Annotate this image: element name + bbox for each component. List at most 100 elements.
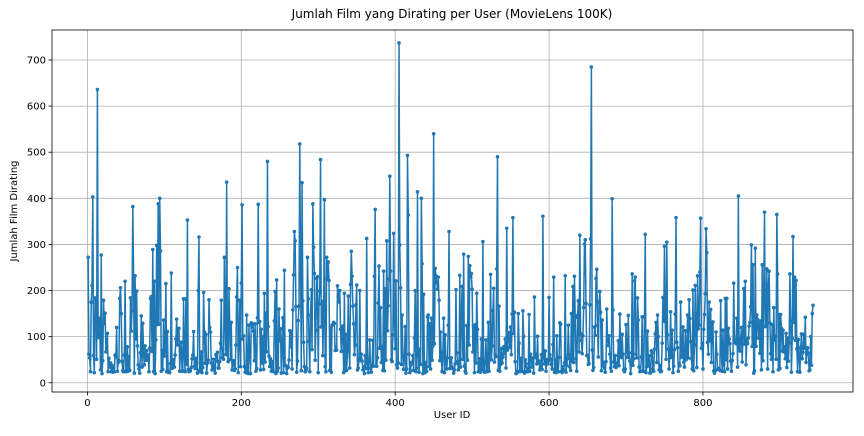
data-point xyxy=(231,358,236,363)
data-point xyxy=(639,355,644,359)
data-point xyxy=(122,353,127,357)
data-point xyxy=(346,294,351,298)
data-point xyxy=(235,265,240,270)
data-point xyxy=(152,279,157,284)
data-point xyxy=(794,278,798,283)
data-point xyxy=(497,304,501,309)
data-point xyxy=(430,358,434,362)
data-point xyxy=(683,328,688,333)
data-point xyxy=(94,357,99,362)
data-point xyxy=(577,350,581,354)
data-point xyxy=(115,369,120,374)
data-point xyxy=(453,362,457,366)
data-point xyxy=(791,234,795,239)
x-tick-label: 600 xyxy=(540,398,559,409)
data-point xyxy=(492,360,497,364)
data-point xyxy=(298,262,303,267)
data-point xyxy=(110,363,114,368)
data-point xyxy=(596,355,601,359)
data-point xyxy=(464,323,469,328)
data-point xyxy=(593,333,598,338)
data-point xyxy=(674,215,678,220)
data-point xyxy=(491,286,496,291)
data-point xyxy=(335,284,340,288)
y-tick-label: 600 xyxy=(27,102,46,113)
data-point xyxy=(509,352,514,357)
data-point xyxy=(803,315,808,320)
data-point xyxy=(397,41,401,45)
data-point xyxy=(130,204,135,209)
data-point xyxy=(361,368,365,372)
data-point xyxy=(634,352,638,356)
data-point xyxy=(651,369,656,374)
data-point xyxy=(554,333,559,338)
data-point xyxy=(291,273,296,277)
data-point xyxy=(669,355,674,360)
data-point xyxy=(397,243,402,247)
data-point xyxy=(138,351,143,355)
data-point xyxy=(652,347,657,351)
data-point xyxy=(242,364,247,369)
data-point xyxy=(405,153,410,158)
data-point xyxy=(416,353,421,357)
data-point xyxy=(578,233,582,238)
data-point xyxy=(568,368,573,373)
data-point xyxy=(334,344,338,349)
data-point xyxy=(678,300,683,304)
data-point xyxy=(169,271,174,275)
data-point xyxy=(781,350,786,354)
data-point xyxy=(588,237,593,241)
data-point xyxy=(767,269,771,273)
data-point xyxy=(557,355,561,360)
data-point xyxy=(147,346,152,350)
data-point xyxy=(754,344,758,349)
data-point xyxy=(699,346,704,350)
data-point xyxy=(494,267,499,271)
data-point xyxy=(541,214,545,219)
data-point xyxy=(378,305,383,310)
data-point xyxy=(163,350,167,354)
data-point xyxy=(297,142,302,146)
data-point xyxy=(634,356,639,360)
data-point xyxy=(778,366,782,371)
data-point xyxy=(275,369,280,374)
data-point xyxy=(667,367,671,371)
data-point xyxy=(740,360,744,364)
data-point xyxy=(738,336,743,340)
data-point xyxy=(390,359,394,364)
data-point xyxy=(140,321,145,326)
data-point xyxy=(98,368,103,372)
data-point xyxy=(351,304,355,309)
data-point xyxy=(753,246,758,250)
data-point xyxy=(393,346,397,351)
data-point xyxy=(527,312,531,317)
data-point xyxy=(190,356,194,361)
y-tick-label: 0 xyxy=(40,378,46,389)
data-point xyxy=(697,323,701,327)
data-point xyxy=(182,354,187,358)
data-point xyxy=(123,279,127,284)
data-point xyxy=(770,322,775,327)
data-point xyxy=(328,326,333,331)
data-point xyxy=(442,370,447,375)
data-point xyxy=(367,338,372,342)
data-point xyxy=(666,347,671,351)
data-point xyxy=(89,300,94,304)
data-point xyxy=(264,350,269,354)
data-point xyxy=(218,341,223,345)
data-point xyxy=(394,279,398,283)
data-point xyxy=(775,212,779,217)
data-point xyxy=(237,339,241,344)
data-point xyxy=(746,336,751,340)
data-point xyxy=(287,358,291,362)
data-point xyxy=(735,316,739,321)
data-point xyxy=(459,316,464,321)
data-point xyxy=(602,366,607,370)
data-point xyxy=(550,367,554,371)
data-point xyxy=(650,351,654,355)
data-point xyxy=(654,320,658,325)
data-point xyxy=(354,283,359,287)
data-point xyxy=(221,347,225,351)
data-point xyxy=(481,239,485,244)
data-point xyxy=(387,174,392,178)
